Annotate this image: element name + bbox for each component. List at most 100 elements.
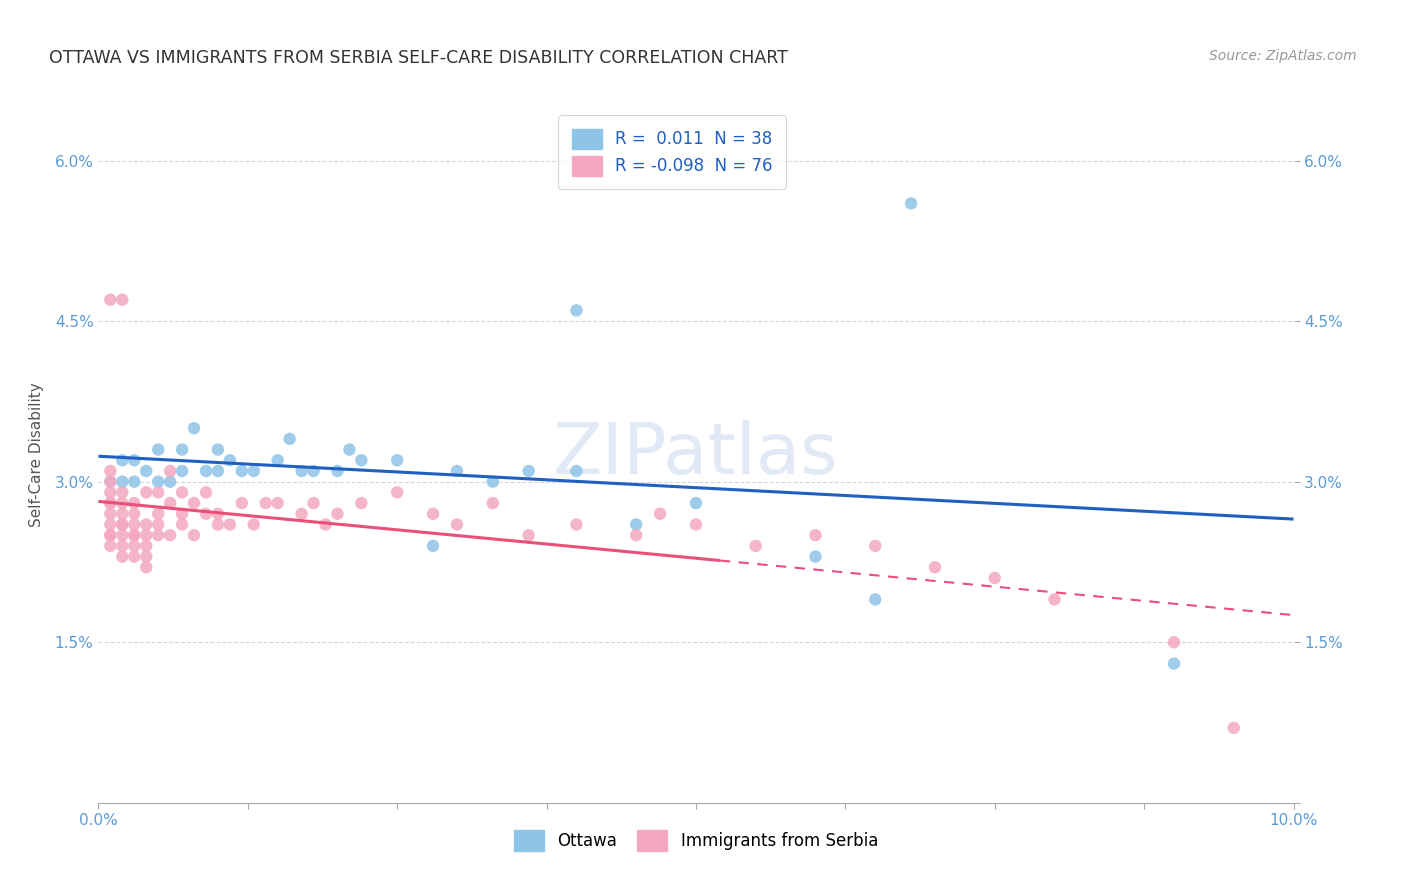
Point: [565, 464, 588, 478]
Point: [243, 517, 266, 532]
Point: [135, 485, 157, 500]
Y-axis label: Self-Care Disability: Self-Care Disability: [28, 383, 44, 527]
Point: [135, 464, 157, 478]
Point: [111, 517, 134, 532]
Point: [124, 453, 146, 467]
Point: [219, 453, 242, 467]
Point: [111, 453, 134, 467]
Point: [291, 464, 314, 478]
Point: [315, 517, 337, 532]
Point: [231, 496, 253, 510]
Point: [111, 485, 134, 500]
Point: [135, 560, 157, 574]
Point: [350, 496, 373, 510]
Text: ZIPatlas: ZIPatlas: [553, 420, 839, 490]
Point: [326, 464, 349, 478]
Point: [685, 496, 707, 510]
Point: [231, 464, 253, 478]
Point: [148, 475, 170, 489]
Point: [124, 496, 146, 510]
Point: [159, 528, 181, 542]
Point: [482, 496, 505, 510]
Point: [278, 432, 301, 446]
Point: [565, 303, 588, 318]
Point: [98, 464, 122, 478]
Point: [339, 442, 361, 457]
Point: [243, 464, 266, 478]
Point: [267, 496, 290, 510]
Point: [267, 453, 290, 467]
Point: [111, 475, 134, 489]
Point: [148, 517, 170, 532]
Point: [350, 453, 373, 467]
Point: [254, 496, 277, 510]
Point: [111, 528, 134, 542]
Point: [172, 464, 194, 478]
Point: [302, 464, 325, 478]
Legend: Ottawa, Immigrants from Serbia: Ottawa, Immigrants from Serbia: [501, 817, 891, 864]
Point: [98, 528, 122, 542]
Point: [98, 485, 122, 500]
Point: [98, 517, 122, 532]
Point: [135, 539, 157, 553]
Point: [148, 442, 170, 457]
Point: [148, 507, 170, 521]
Point: [482, 475, 505, 489]
Point: [98, 496, 122, 510]
Point: [124, 475, 146, 489]
Point: [385, 485, 409, 500]
Point: [195, 485, 218, 500]
Point: [124, 507, 146, 521]
Point: [207, 517, 229, 532]
Point: [326, 507, 349, 521]
Point: [422, 539, 444, 553]
Point: [565, 517, 588, 532]
Point: [291, 507, 314, 521]
Point: [98, 293, 122, 307]
Point: [172, 507, 194, 521]
Point: [207, 507, 229, 521]
Point: [385, 453, 409, 467]
Point: [159, 475, 181, 489]
Point: [804, 549, 827, 564]
Point: [172, 442, 194, 457]
Point: [900, 196, 922, 211]
Point: [865, 539, 887, 553]
Point: [745, 539, 768, 553]
Point: [804, 528, 827, 542]
Point: [98, 539, 122, 553]
Point: [98, 507, 122, 521]
Text: Source: ZipAtlas.com: Source: ZipAtlas.com: [1209, 49, 1357, 63]
Point: [446, 517, 468, 532]
Point: [111, 549, 134, 564]
Point: [98, 475, 122, 489]
Point: [195, 464, 218, 478]
Point: [1043, 592, 1066, 607]
Point: [183, 421, 205, 435]
Point: [183, 528, 205, 542]
Point: [148, 528, 170, 542]
Point: [626, 517, 648, 532]
Point: [135, 549, 157, 564]
Point: [302, 496, 325, 510]
Point: [98, 496, 122, 510]
Point: [195, 507, 218, 521]
Point: [124, 549, 146, 564]
Point: [172, 485, 194, 500]
Point: [207, 442, 229, 457]
Point: [924, 560, 946, 574]
Point: [1163, 657, 1185, 671]
Point: [159, 464, 181, 478]
Point: [124, 528, 146, 542]
Point: [865, 592, 887, 607]
Point: [626, 528, 648, 542]
Point: [159, 496, 181, 510]
Point: [1163, 635, 1185, 649]
Point: [111, 507, 134, 521]
Point: [984, 571, 1007, 585]
Point: [124, 517, 146, 532]
Point: [135, 528, 157, 542]
Point: [446, 464, 468, 478]
Point: [650, 507, 672, 521]
Point: [98, 475, 122, 489]
